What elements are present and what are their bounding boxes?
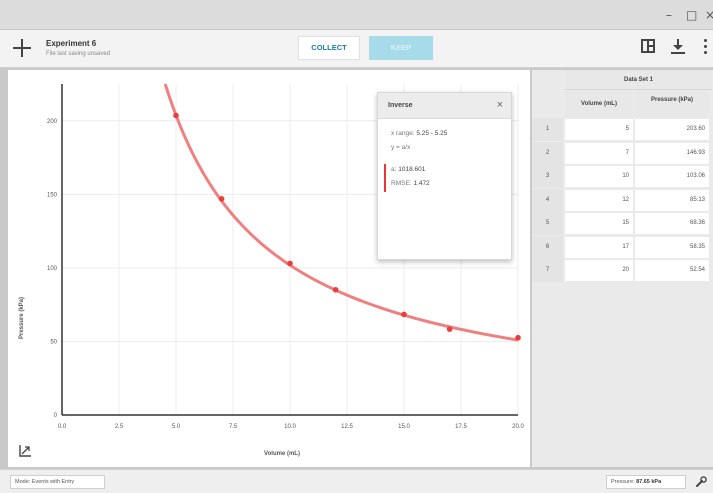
data-point[interactable]: [446, 326, 453, 332]
table-row[interactable]: 5 15 68.36: [532, 212, 713, 235]
cell-pressure[interactable]: 58.35: [635, 236, 709, 258]
x-tick-label: 5.0: [172, 424, 181, 430]
row-index: 6: [532, 235, 563, 259]
x-tick-label: 2.5: [115, 424, 124, 430]
curve-fit-box[interactable]: Inverse × x range: 5.25 - 5.25 y = a/x a…: [377, 92, 512, 260]
fit-coefficient-a: a: 1018.601: [391, 166, 426, 173]
x-tick-label: 0.0: [58, 424, 67, 430]
data-point[interactable]: [515, 334, 521, 341]
x-tick-label: 15.0: [398, 424, 410, 430]
collection-mode-button[interactable]: Mode: Events with Entry: [10, 475, 105, 489]
status-bar: Mode: Events with Entry Pressure: 87.65 …: [0, 469, 713, 493]
row-index: 1: [532, 118, 563, 141]
more-vertical-icon[interactable]: [704, 39, 708, 55]
autoscale-icon[interactable]: [18, 444, 32, 458]
row-index: 2: [532, 141, 563, 165]
fit-curve[interactable]: [163, 83, 519, 342]
row-index: 4: [532, 188, 563, 212]
x-tick-label: 7.5: [229, 424, 238, 430]
cell-pressure[interactable]: 85.13: [635, 189, 709, 211]
data-point[interactable]: [287, 260, 293, 267]
wrench-icon[interactable]: [694, 475, 708, 489]
data-point[interactable]: [401, 311, 407, 318]
cell-pressure[interactable]: 203.60: [635, 119, 709, 140]
row-index: 3: [532, 165, 563, 188]
column-header-pressure[interactable]: Pressure (kPa): [635, 91, 709, 117]
table-row[interactable]: 2 7 146.93: [532, 141, 713, 165]
y-tick-label: 100: [47, 266, 58, 272]
plus-icon[interactable]: [10, 36, 34, 60]
cell-volume[interactable]: 10: [565, 166, 633, 187]
cell-pressure[interactable]: 68.36: [635, 213, 709, 234]
row-index: 5: [532, 212, 563, 235]
x-tick-label: 12.5: [341, 424, 353, 430]
table-row[interactable]: 6 17 58.35: [532, 235, 713, 259]
table-row[interactable]: 7 20 52.54: [532, 259, 713, 282]
table-row[interactable]: 1 5 203.60: [532, 118, 713, 141]
window-titlebar: – □ ×: [0, 0, 713, 30]
fit-rmse: RMSE: 1.472: [391, 180, 430, 187]
cell-volume[interactable]: 17: [565, 236, 633, 258]
close-icon[interactable]: ×: [496, 99, 503, 111]
cell-volume[interactable]: 7: [565, 142, 633, 164]
close-icon[interactable]: ×: [705, 8, 713, 22]
live-meter[interactable]: Pressure: 87.65 kPa: [606, 475, 686, 489]
table-row[interactable]: 3 10 103.06: [532, 165, 713, 188]
x-tick-label: 10.0: [284, 424, 296, 430]
column-header-volume[interactable]: Volume (mL): [565, 91, 633, 117]
keep-button[interactable]: KEEP: [369, 36, 433, 60]
curve-fit-header[interactable]: Inverse ×: [378, 93, 511, 119]
layout-icon[interactable]: [641, 39, 655, 53]
data-point[interactable]: [218, 196, 225, 202]
x-axis-label[interactable]: Volume (mL): [264, 451, 300, 457]
curve-fit-name: Inverse: [388, 102, 413, 109]
cell-volume[interactable]: 15: [565, 213, 633, 234]
table-row[interactable]: 4 12 85.13: [532, 188, 713, 212]
y-axis-label[interactable]: Pressure (kPa): [19, 296, 25, 340]
x-tick-label: 20.0: [512, 424, 524, 430]
y-tick-label: 0: [54, 413, 58, 419]
cell-volume[interactable]: 12: [565, 189, 633, 211]
fit-equation: y = a/x: [391, 144, 411, 151]
y-tick-label: 200: [47, 119, 58, 125]
x-tick-label: 17.5: [455, 424, 467, 430]
maximize-icon[interactable]: □: [686, 8, 698, 22]
experiment-subtitle: File last saving unsaved: [46, 51, 111, 57]
collect-button[interactable]: COLLECT: [298, 36, 360, 60]
minimize-icon[interactable]: –: [666, 8, 672, 22]
dataset-header[interactable]: Data Set 1: [565, 70, 712, 90]
y-tick-label: 150: [47, 192, 58, 198]
cell-volume[interactable]: 5: [565, 119, 633, 140]
experiment-title[interactable]: Experiment 6: [46, 39, 97, 48]
app-toolbar: Experiment 6 File last saving unsaved CO…: [0, 30, 713, 68]
cell-pressure[interactable]: 52.54: [635, 260, 709, 281]
fit-x-range: x range: 5.25 - 5.25: [391, 130, 448, 137]
cell-pressure[interactable]: 103.06: [635, 166, 709, 187]
cell-volume[interactable]: 20: [565, 260, 633, 281]
fit-color-marker: [384, 164, 386, 192]
download-icon[interactable]: [671, 39, 685, 55]
data-point[interactable]: [332, 286, 339, 293]
cell-pressure[interactable]: 146.93: [635, 142, 709, 164]
data-point[interactable]: [173, 112, 179, 119]
y-tick-label: 50: [50, 339, 57, 345]
row-index: 7: [532, 259, 563, 282]
